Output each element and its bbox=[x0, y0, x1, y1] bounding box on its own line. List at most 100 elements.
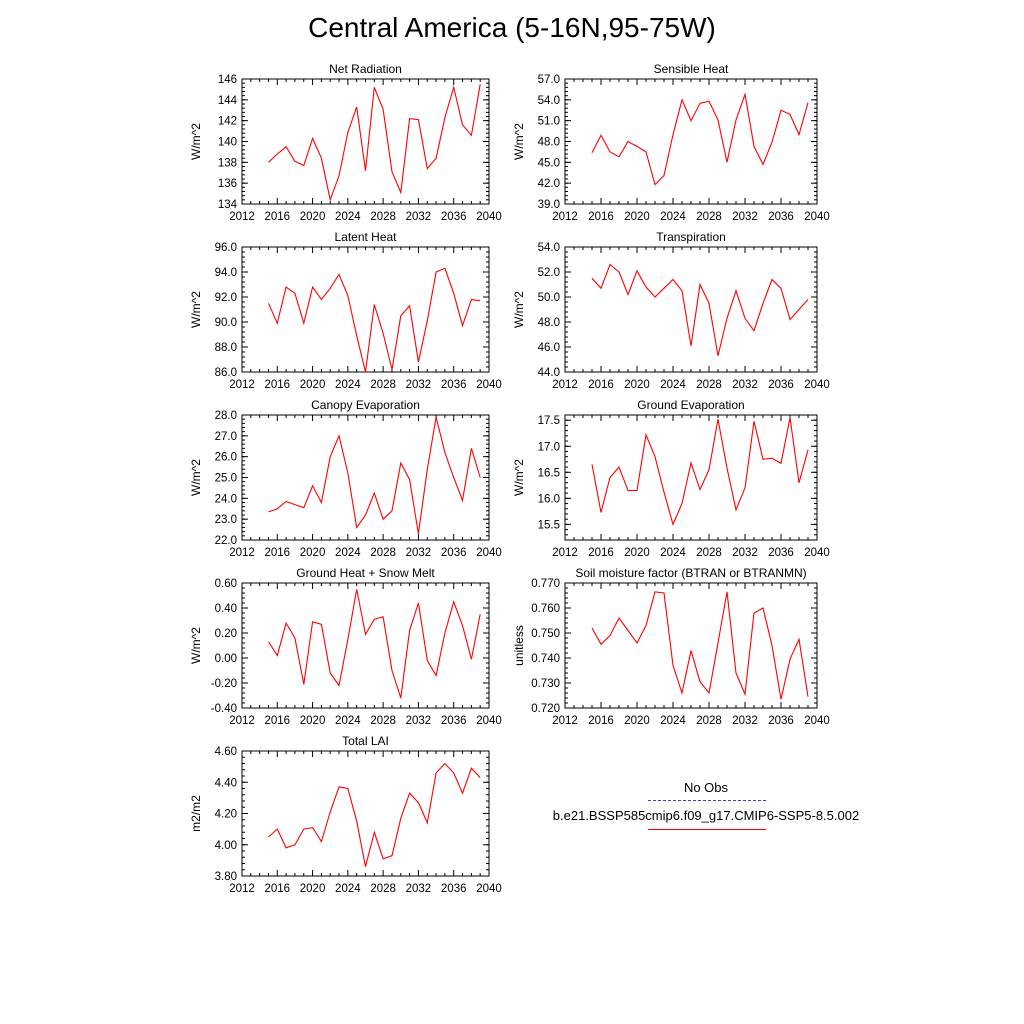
x-tick-label: 2020 bbox=[300, 547, 326, 559]
x-tick-label: 2024 bbox=[335, 379, 361, 391]
x-tick-label: 2040 bbox=[804, 715, 830, 727]
x-tick-label: 2028 bbox=[370, 211, 396, 223]
y-tick-label: 136 bbox=[218, 178, 237, 190]
x-tick-label: 2012 bbox=[229, 379, 255, 391]
y-axis-label: m2/m2 bbox=[189, 795, 203, 832]
y-tick-label: 0.740 bbox=[531, 653, 560, 665]
plot-frame bbox=[564, 246, 818, 373]
plot-frame bbox=[564, 414, 818, 541]
y-tick-label: 88.0 bbox=[215, 342, 237, 354]
series-line bbox=[591, 417, 809, 527]
panel-3: Transpiration W/m^2 2012 2016 2020 2024 2028 20… bbox=[512, 230, 830, 391]
y-tick-label: -0.40 bbox=[211, 703, 237, 715]
x-tick-label: 2016 bbox=[264, 715, 290, 727]
x-tick-label: 2016 bbox=[264, 379, 290, 391]
x-tick-label: 2032 bbox=[406, 883, 432, 895]
panel-7: Soil moisture factor (BTRAN or BTRANMN) u… bbox=[512, 566, 830, 727]
panel-title: Ground Evaporation bbox=[637, 398, 744, 412]
y-tick-label: 96.0 bbox=[215, 242, 237, 254]
x-tick-label: 2024 bbox=[660, 547, 686, 559]
y-tick-label: 23.0 bbox=[215, 514, 237, 526]
panel-title: Soil moisture factor (BTRAN or BTRANMN) bbox=[575, 566, 806, 580]
x-tick-label: 2028 bbox=[370, 379, 396, 391]
y-tick-label: 57.0 bbox=[538, 74, 560, 86]
x-tick-label: 2024 bbox=[660, 379, 686, 391]
x-tick-label: 2028 bbox=[370, 715, 396, 727]
x-tick-label: 2020 bbox=[624, 379, 650, 391]
y-tick-label: 134 bbox=[218, 199, 238, 211]
plot-frame bbox=[241, 582, 490, 709]
x-tick-label: 2032 bbox=[406, 211, 432, 223]
x-tick-label: 2040 bbox=[804, 211, 830, 223]
x-tick-label: 2032 bbox=[406, 379, 432, 391]
y-tick-label: 138 bbox=[218, 157, 237, 169]
x-tick-label: 2032 bbox=[732, 547, 758, 559]
plot-frame bbox=[564, 78, 818, 205]
panel-title: Ground Heat + Snow Melt bbox=[296, 566, 435, 580]
panel-title: Transpiration bbox=[656, 230, 726, 244]
x-tick-label: 2032 bbox=[406, 715, 432, 727]
y-tick-label: 92.0 bbox=[215, 292, 237, 304]
x-tick-label: 2032 bbox=[732, 715, 758, 727]
y-axis-label: W/m^2 bbox=[189, 627, 203, 664]
x-tick-label: 2040 bbox=[476, 715, 502, 727]
y-tick-label: 0.20 bbox=[215, 628, 237, 640]
y-tick-label: 0.750 bbox=[531, 628, 560, 640]
x-tick-label: 2036 bbox=[441, 379, 467, 391]
y-tick-label: 144 bbox=[218, 95, 238, 107]
y-tick-label: 39.0 bbox=[538, 199, 560, 211]
panel-title: Latent Heat bbox=[334, 230, 397, 244]
x-tick-label: 2012 bbox=[229, 211, 255, 223]
x-tick-label: 2020 bbox=[300, 715, 326, 727]
plot-frame bbox=[241, 750, 490, 877]
x-tick-label: 2036 bbox=[441, 547, 467, 559]
x-tick-label: 2028 bbox=[696, 379, 722, 391]
y-tick-label: 50.0 bbox=[538, 292, 560, 304]
y-tick-label: 94.0 bbox=[215, 267, 237, 279]
x-tick-label: 2024 bbox=[335, 211, 361, 223]
x-tick-label: 2012 bbox=[552, 715, 578, 727]
y-axis-label: W/m^2 bbox=[189, 459, 203, 496]
x-tick-label: 2016 bbox=[264, 211, 290, 223]
panel-title: Canopy Evaporation bbox=[311, 398, 420, 412]
y-tick-label: 46.0 bbox=[538, 342, 560, 354]
y-tick-label: 51.0 bbox=[538, 116, 560, 128]
y-tick-label: 86.0 bbox=[215, 367, 237, 379]
legend-obs-line bbox=[648, 800, 766, 801]
y-tick-label: 27.0 bbox=[215, 431, 237, 443]
x-tick-label: 2020 bbox=[300, 379, 326, 391]
y-tick-label: 54.0 bbox=[538, 242, 560, 254]
panel-2: Latent Heat W/m^2 2012 2016 2020 2024 2028 2032… bbox=[189, 230, 502, 391]
x-tick-label: 2012 bbox=[229, 547, 255, 559]
x-tick-label: 2012 bbox=[229, 883, 255, 895]
panel-title: Total LAI bbox=[342, 734, 389, 748]
y-tick-label: 28.0 bbox=[215, 410, 237, 422]
series-line bbox=[268, 416, 481, 534]
y-tick-label: 22.0 bbox=[215, 535, 237, 547]
y-tick-label: 54.0 bbox=[538, 95, 560, 107]
x-tick-label: 2036 bbox=[768, 379, 794, 391]
y-tick-label: 4.00 bbox=[215, 840, 237, 852]
panel-5: Ground Evaporation W/m^2 2012 2016 2020 2024 2… bbox=[512, 398, 830, 559]
y-axis-label: W/m^2 bbox=[189, 123, 203, 160]
y-tick-label: 24.0 bbox=[215, 493, 237, 505]
y-axis-label: W/m^2 bbox=[512, 459, 526, 496]
series-line bbox=[267, 267, 481, 373]
series-line bbox=[268, 84, 481, 202]
y-tick-label: 15.5 bbox=[538, 519, 560, 531]
y-axis-label: W/m^2 bbox=[189, 291, 203, 328]
x-tick-label: 2016 bbox=[264, 547, 290, 559]
y-tick-label: -0.20 bbox=[211, 678, 237, 690]
y-tick-label: 0.60 bbox=[215, 578, 237, 590]
x-tick-label: 2012 bbox=[229, 715, 255, 727]
series-line bbox=[268, 762, 481, 867]
x-tick-label: 2012 bbox=[552, 211, 578, 223]
x-tick-label: 2040 bbox=[476, 883, 502, 895]
legend-obs-label: No Obs bbox=[683, 780, 729, 795]
x-tick-label: 2036 bbox=[768, 211, 794, 223]
y-axis-label: W/m^2 bbox=[512, 291, 526, 328]
x-tick-label: 2020 bbox=[624, 715, 650, 727]
x-tick-label: 2040 bbox=[476, 547, 502, 559]
y-tick-label: 42.0 bbox=[538, 178, 560, 190]
